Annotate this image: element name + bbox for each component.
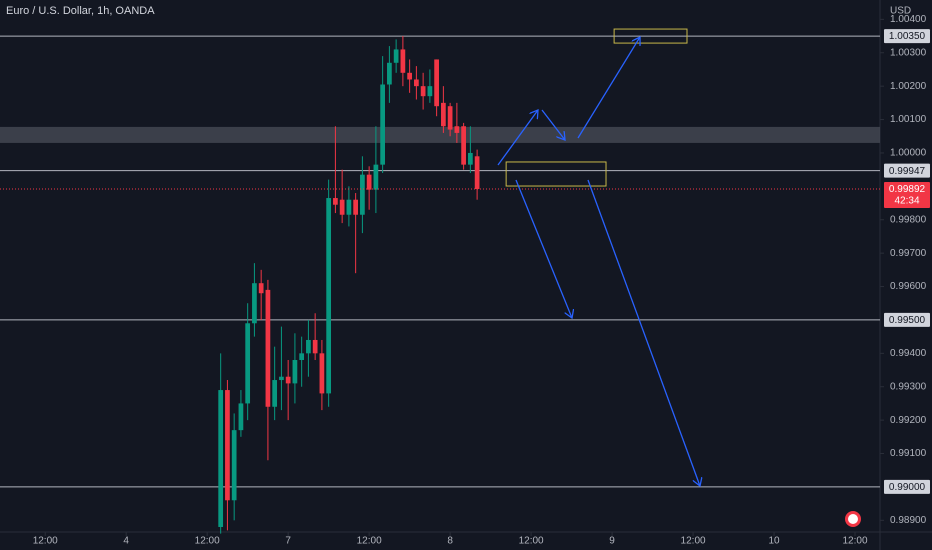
candle-body: [339, 199, 345, 215]
y-tick-label: 0.99700: [890, 248, 927, 259]
candle-body: [461, 126, 466, 165]
candle-body: [306, 339, 311, 354]
candle-body: [373, 164, 379, 190]
x-tick-label: 4: [123, 536, 129, 547]
y-tick-label: 0.98900: [890, 515, 927, 526]
y-axis-label: USD: [890, 6, 911, 17]
candle-body: [299, 353, 305, 361]
candle-body: [454, 126, 460, 133]
candle-body: [360, 174, 365, 215]
candle-body: [319, 353, 325, 394]
x-tick-label: 12:00: [357, 536, 382, 547]
candle-body: [252, 283, 257, 324]
y-tick-label: 0.99200: [890, 415, 927, 426]
x-tick-label: 12:00: [33, 536, 58, 547]
candle-body: [407, 72, 412, 80]
box: [505, 161, 607, 187]
candle-body: [420, 86, 426, 97]
candle-body: [346, 199, 352, 215]
level-label: 1.00350: [889, 31, 926, 42]
x-tick-label: 10: [768, 536, 780, 547]
level-label-bg: [884, 163, 930, 178]
candle-body: [468, 152, 473, 165]
last-price-bg: [884, 182, 930, 209]
y-tick-label: 0.99300: [890, 381, 927, 392]
logo: [845, 511, 861, 527]
candle-body: [447, 106, 453, 130]
y-tick-label: 1.00400: [890, 14, 927, 25]
candle-body: [285, 376, 291, 384]
level-label: 0.99947: [889, 166, 926, 177]
level-label: 0.99000: [889, 482, 926, 493]
last-price-label: 0.99892: [889, 184, 926, 195]
candle-body: [225, 390, 230, 501]
y-tick-label: 0.99400: [890, 348, 927, 359]
candle-body: [258, 283, 264, 294]
candle-body: [441, 102, 446, 127]
y-tick-label: 0.99600: [890, 281, 927, 292]
candle-body: [231, 430, 237, 501]
candle-body: [326, 198, 332, 394]
level-label-bg: [884, 29, 930, 44]
candle-body: [434, 59, 439, 107]
level-label: 0.99500: [889, 315, 926, 326]
candle-body: [218, 390, 224, 527]
x-tick-label: 12:00: [195, 536, 220, 547]
logo-inner: [848, 514, 858, 524]
y-tick-label: 1.00100: [890, 114, 927, 125]
arrows: [497, 37, 700, 486]
y-tick-label: 1.00200: [890, 81, 927, 92]
candle-body: [387, 62, 392, 85]
arrow: [541, 109, 565, 140]
arrow: [587, 179, 700, 486]
candle-body: [272, 380, 278, 407]
x-tick-label: 8: [447, 536, 453, 547]
arrow: [497, 110, 538, 166]
arrow: [515, 179, 572, 318]
x-tick-label: 12:00: [519, 536, 544, 547]
candle-body: [238, 403, 244, 431]
x-tick-label: 7: [285, 536, 291, 547]
x-tick-label: 9: [609, 536, 615, 547]
level-label-bg: [884, 312, 930, 327]
x-tick-label: 12:00: [681, 536, 706, 547]
candle-body: [474, 156, 480, 190]
countdown: 42:34: [894, 196, 919, 207]
candle-body: [245, 323, 251, 404]
y-tick-label: 0.99100: [890, 448, 927, 459]
candle-body: [380, 84, 385, 165]
candle-body: [427, 86, 433, 97]
candle-body: [400, 49, 406, 73]
candle-body: [333, 198, 338, 205]
y-tick-label: 1.00300: [890, 47, 927, 58]
candle-body: [279, 376, 284, 381]
chart-title: Euro / U.S. Dollar, 1h, OANDA: [6, 5, 155, 17]
arrow: [577, 37, 640, 139]
candle-body: [414, 79, 419, 87]
candle-body: [353, 199, 359, 215]
candle-body: [312, 339, 318, 354]
y-tick-label: 0.99800: [890, 214, 927, 225]
candle-body: [292, 360, 298, 384]
candle-body: [393, 49, 399, 63]
candle-body: [265, 289, 271, 407]
candle-body: [366, 174, 372, 190]
zone: [0, 126, 880, 143]
level-label-bg: [884, 479, 930, 494]
y-tick-label: 1.00000: [890, 148, 927, 159]
box: [613, 28, 688, 44]
x-tick-label: 12:00: [843, 536, 868, 547]
